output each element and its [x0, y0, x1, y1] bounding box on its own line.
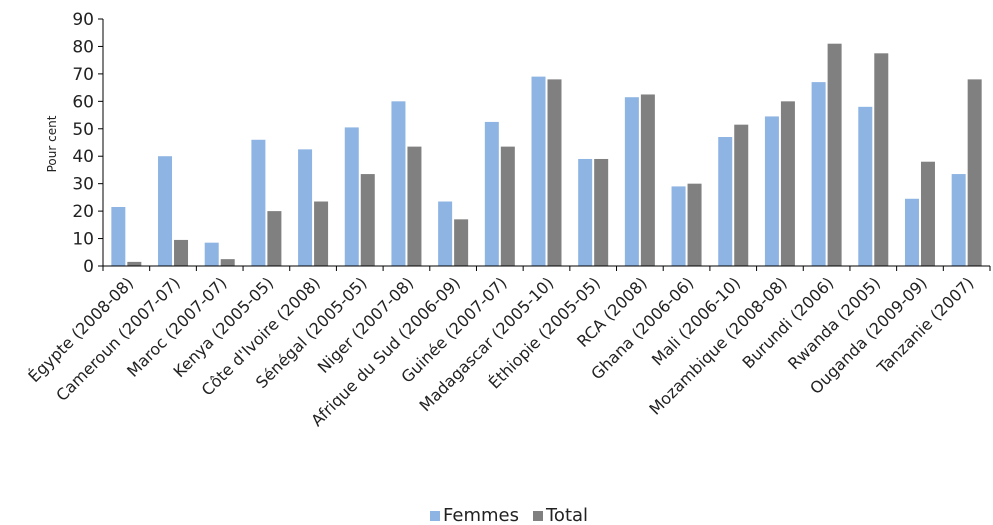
y-tick-label: 0: [83, 257, 94, 277]
bar-femmes-4: [298, 149, 313, 266]
y-tick-label: 30: [72, 175, 94, 195]
bar-total-15: [827, 43, 842, 267]
y-tick-label: 50: [72, 120, 94, 140]
bar-femmes-16: [858, 106, 873, 266]
y-tick-label: 10: [72, 230, 94, 250]
legend: Femmes Total: [430, 505, 588, 525]
bar-femmes-3: [251, 139, 266, 266]
y-tick-label: 80: [72, 37, 94, 57]
y-tick-label: 60: [72, 92, 94, 112]
bar-femmes-7: [438, 201, 453, 266]
y-tick-label: 40: [72, 147, 94, 167]
bar-total-6: [407, 146, 422, 266]
y-tick-label: 20: [72, 202, 94, 222]
bar-total-0: [127, 261, 142, 266]
bar-femmes-17: [904, 198, 919, 266]
y-axis-label: Pour cent: [45, 115, 59, 172]
bar-total-8: [500, 146, 515, 266]
bar-total-5: [360, 174, 375, 266]
bar-femmes-18: [951, 174, 966, 266]
bar-total-7: [454, 219, 469, 266]
legend-swatch-femmes: [430, 511, 440, 521]
bar-femmes-11: [624, 97, 639, 266]
bar-total-3: [267, 211, 282, 266]
bar-femmes-13: [718, 137, 733, 266]
bar-femmes-0: [111, 206, 126, 266]
bar-total-13: [734, 124, 749, 266]
bar-femmes-2: [204, 242, 219, 266]
bar-total-10: [594, 158, 609, 266]
bar-femmes-15: [811, 82, 826, 267]
bar-femmes-9: [531, 76, 546, 266]
bar-total-16: [874, 53, 889, 267]
bar-femmes-8: [484, 121, 499, 266]
y-tick-label: 90: [72, 10, 94, 30]
legend-swatch-total: [533, 511, 543, 521]
bar-total-9: [547, 79, 562, 266]
bar-total-12: [687, 183, 702, 266]
bar-total-1: [174, 239, 189, 266]
bar-total-2: [220, 259, 235, 266]
bar-femmes-6: [391, 101, 406, 266]
bar-femmes-10: [578, 158, 593, 266]
bar-total-18: [967, 79, 982, 266]
bar-femmes-1: [158, 156, 173, 266]
bar-total-11: [640, 94, 655, 266]
bar-femmes-14: [764, 116, 779, 267]
bar-femmes-12: [671, 186, 686, 266]
bar-total-4: [314, 201, 329, 266]
bar-total-14: [780, 101, 795, 266]
bar-femmes-5: [344, 127, 359, 266]
y-tick-label: 70: [72, 65, 94, 85]
legend-label-total: Total: [545, 505, 588, 525]
legend-label-femmes: Femmes: [443, 505, 519, 525]
bar-total-17: [920, 161, 935, 266]
